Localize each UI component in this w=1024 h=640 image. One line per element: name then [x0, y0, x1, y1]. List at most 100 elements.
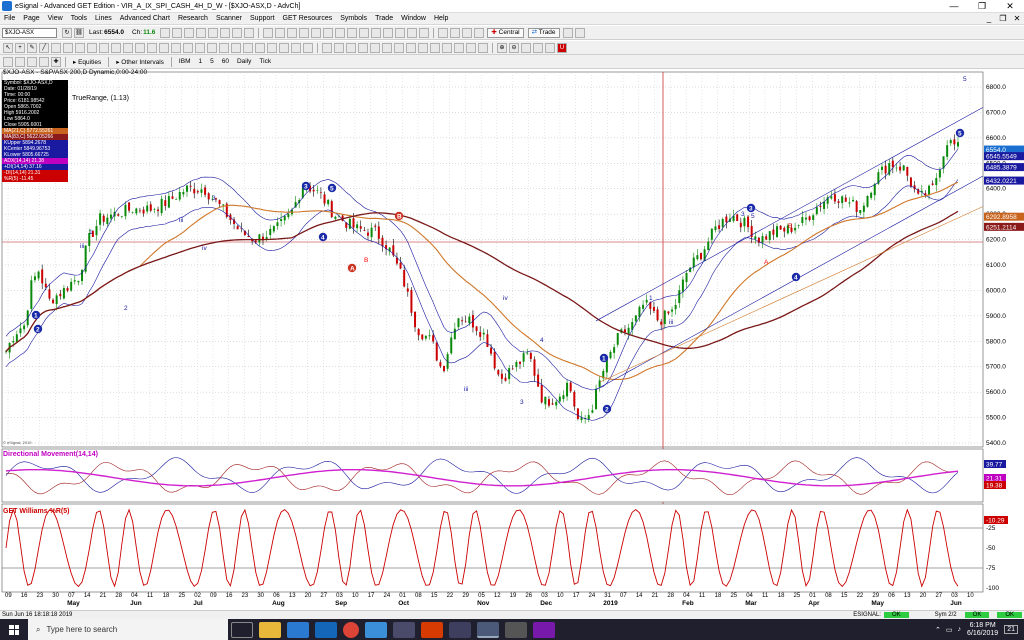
- tool-button[interactable]: [244, 27, 255, 38]
- mdi-minimize-button[interactable]: _: [986, 14, 992, 23]
- mdi-close-button[interactable]: ✕: [1013, 14, 1021, 23]
- williams-pane[interactable]: [1, 503, 984, 593]
- app-icon[interactable]: [449, 621, 471, 638]
- tool-button[interactable]: [172, 27, 183, 38]
- cursor-icon[interactable]: ↖: [3, 42, 13, 53]
- menu-advanced-chart[interactable]: Advanced Chart: [119, 15, 170, 22]
- tool-button[interactable]: [382, 42, 392, 53]
- tool-button[interactable]: [287, 27, 298, 38]
- tool-button[interactable]: [207, 42, 217, 53]
- notification-badge[interactable]: 21: [1004, 625, 1018, 634]
- tool-button[interactable]: [63, 42, 73, 53]
- interval-5[interactable]: 5: [210, 58, 214, 65]
- tool-button[interactable]: [299, 27, 310, 38]
- esignal-taskbar-icon[interactable]: [477, 621, 499, 638]
- price-pane[interactable]: [1, 71, 984, 448]
- tool-button[interactable]: [135, 42, 145, 53]
- interval-daily[interactable]: Daily: [236, 58, 252, 65]
- outlook-icon[interactable]: [315, 621, 337, 638]
- tool-button[interactable]: [322, 42, 332, 53]
- tool-button[interactable]: [406, 42, 416, 53]
- menu-research[interactable]: Research: [177, 15, 208, 22]
- tool-button[interactable]: [383, 27, 394, 38]
- network-icon[interactable]: ▭: [945, 626, 953, 634]
- pencil-icon[interactable]: ✎: [27, 42, 37, 53]
- tool-button[interactable]: [395, 27, 406, 38]
- tool-button[interactable]: [407, 27, 418, 38]
- maximize-button[interactable]: ❐: [977, 0, 987, 11]
- tool-button[interactable]: [195, 42, 205, 53]
- tool-button[interactable]: [454, 42, 464, 53]
- menu-tools[interactable]: Tools: [70, 15, 88, 22]
- zoom-in-icon[interactable]: ⊕: [497, 42, 507, 53]
- tool-button[interactable]: [255, 42, 265, 53]
- add-icon[interactable]: ✚: [51, 56, 61, 67]
- equities-dropdown[interactable]: ▸ Equities: [73, 58, 102, 66]
- tool-button[interactable]: [171, 42, 181, 53]
- tool-button[interactable]: [438, 27, 449, 38]
- tool-button[interactable]: [111, 42, 121, 53]
- menu-page[interactable]: Page: [23, 15, 40, 22]
- tool-button[interactable]: [371, 27, 382, 38]
- tool-button[interactable]: [347, 27, 358, 38]
- tool-button[interactable]: [208, 27, 219, 38]
- tool-button[interactable]: [450, 27, 461, 38]
- tool-button[interactable]: [358, 42, 368, 53]
- chrome-icon[interactable]: [343, 621, 359, 638]
- interval-60[interactable]: 60: [221, 58, 229, 65]
- tool-button[interactable]: [159, 42, 169, 53]
- tool-button[interactable]: [27, 56, 37, 67]
- tool-button[interactable]: [462, 27, 473, 38]
- tool-button[interactable]: [219, 42, 229, 53]
- mail-icon[interactable]: [393, 621, 415, 638]
- tool-button[interactable]: [545, 42, 555, 53]
- link-icon[interactable]: ⛓: [74, 27, 84, 38]
- menu-support[interactable]: Support: [250, 15, 275, 22]
- tool-button[interactable]: [346, 42, 356, 53]
- interval-1[interactable]: 1: [198, 58, 203, 65]
- start-button[interactable]: [0, 619, 28, 640]
- tool-button[interactable]: [99, 42, 109, 53]
- refresh-icon[interactable]: ↻: [62, 27, 72, 38]
- line-icon[interactable]: ╱: [39, 42, 49, 53]
- tool-button[interactable]: [474, 27, 485, 38]
- menu-view[interactable]: View: [47, 15, 63, 22]
- tool-button[interactable]: [533, 42, 543, 53]
- zoom-out-icon[interactable]: ⊖: [509, 42, 519, 53]
- tool-button[interactable]: [370, 42, 380, 53]
- tool-button[interactable]: [275, 27, 286, 38]
- symbol-input[interactable]: $XJO-ASX: [2, 27, 57, 38]
- tool-button[interactable]: [466, 42, 476, 53]
- menu-scanner[interactable]: Scanner: [215, 15, 243, 22]
- tool-button[interactable]: [562, 27, 573, 38]
- store-icon[interactable]: [365, 621, 387, 638]
- tool-button[interactable]: [267, 42, 277, 53]
- onenote-icon[interactable]: [533, 621, 555, 638]
- tool-button[interactable]: [51, 42, 61, 53]
- tool-button[interactable]: [430, 42, 440, 53]
- tool-button[interactable]: [232, 27, 243, 38]
- tool-button[interactable]: [442, 42, 452, 53]
- tool-button[interactable]: [87, 42, 97, 53]
- trade-button[interactable]: ⇄ Trade: [527, 27, 560, 38]
- u-icon[interactable]: U: [557, 42, 567, 53]
- task-view-icon[interactable]: [231, 621, 253, 638]
- tool-button[interactable]: [196, 27, 207, 38]
- mdi-restore-button[interactable]: ❐: [999, 14, 1007, 23]
- tool-button[interactable]: [291, 42, 301, 53]
- tool-button[interactable]: [359, 27, 370, 38]
- menu-lines[interactable]: Lines: [95, 15, 112, 22]
- office-icon[interactable]: [421, 621, 443, 638]
- tool-button[interactable]: [147, 42, 157, 53]
- tool-button[interactable]: [335, 27, 346, 38]
- tool-button[interactable]: [243, 42, 253, 53]
- tool-button[interactable]: [263, 27, 274, 38]
- app-icon[interactable]: [505, 621, 527, 638]
- edge-icon[interactable]: [287, 621, 309, 638]
- tool-button[interactable]: [160, 27, 171, 38]
- tool-button[interactable]: [478, 42, 488, 53]
- close-button[interactable]: ✕: [1006, 0, 1014, 11]
- price-chart[interactable]: 6800.06700.06600.06500.06400.06300.06200…: [0, 69, 1024, 610]
- menu-file[interactable]: File: [4, 15, 16, 22]
- tool-button[interactable]: [394, 42, 404, 53]
